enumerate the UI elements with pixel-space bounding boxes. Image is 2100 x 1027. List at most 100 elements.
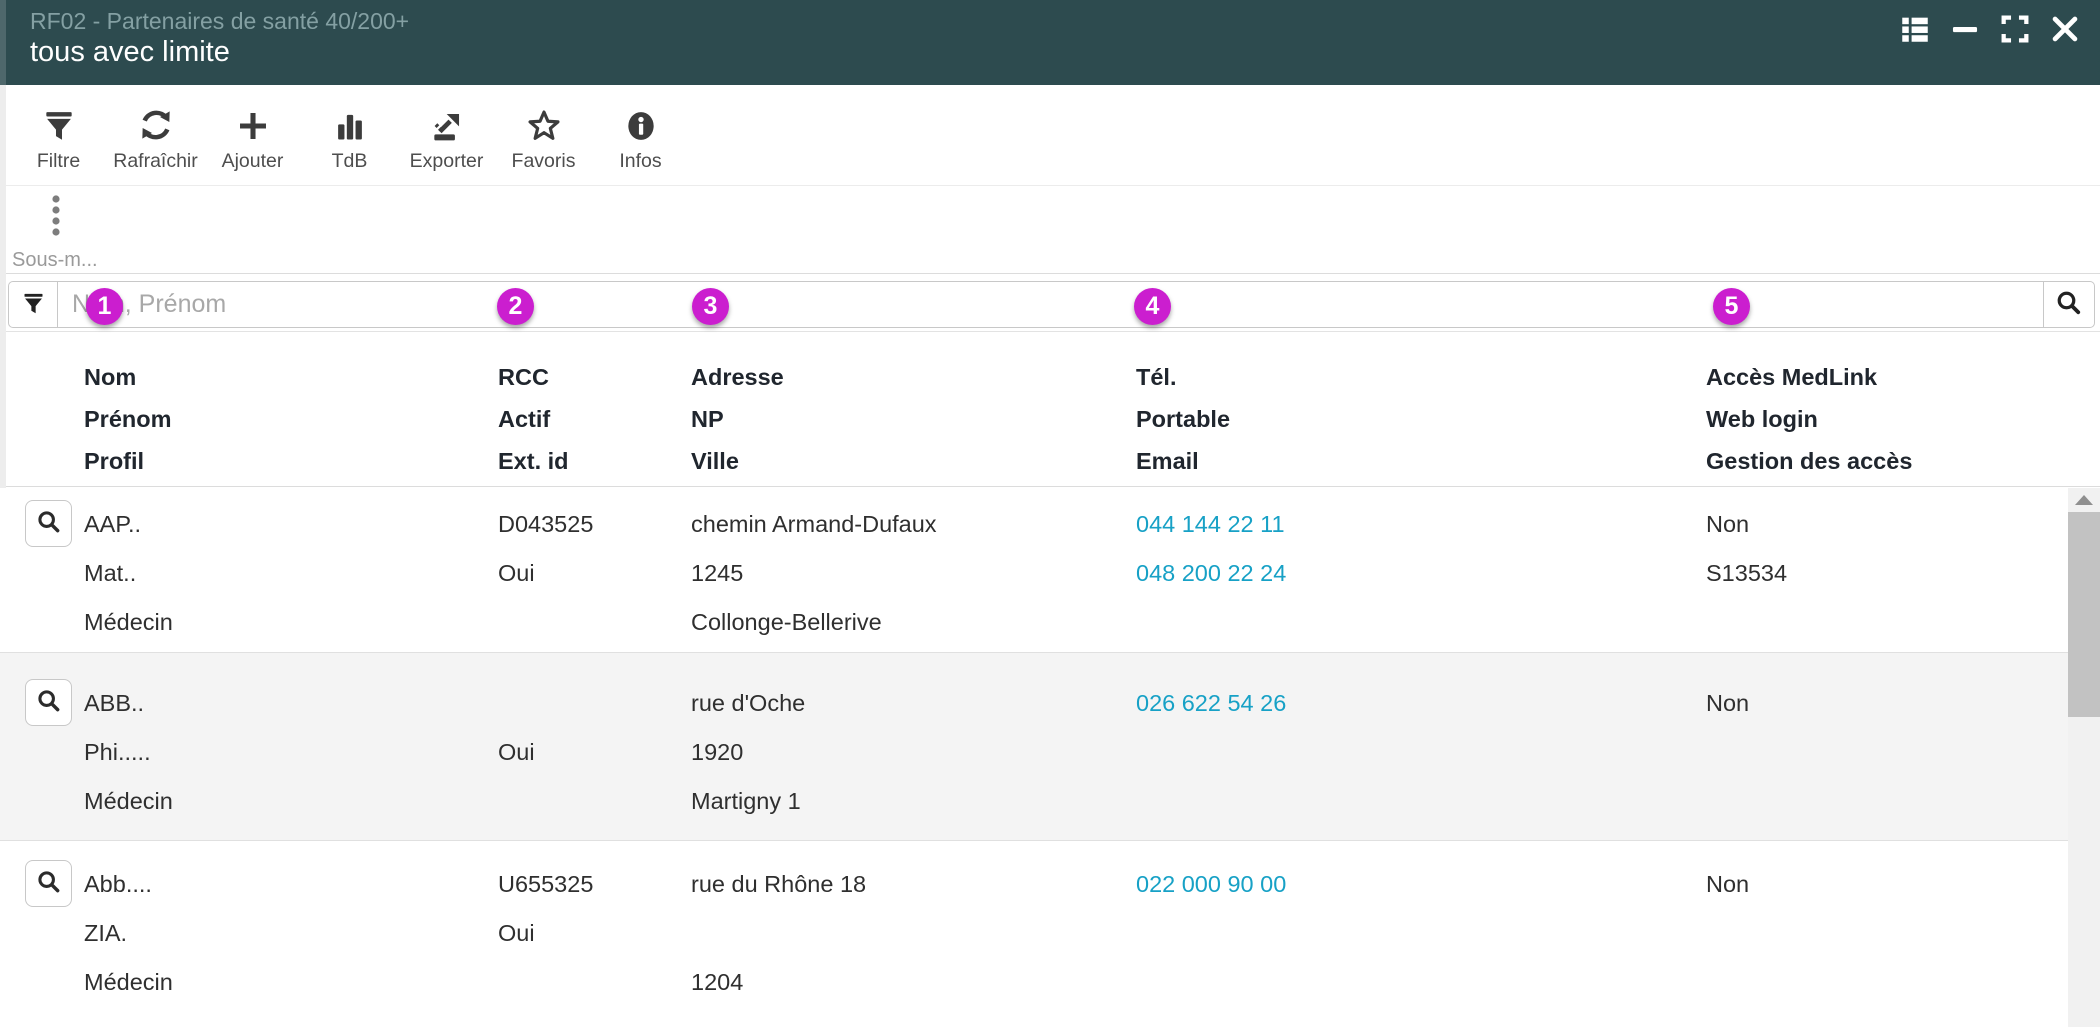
cell-line bbox=[498, 598, 691, 647]
toolbar-label: Ajouter bbox=[221, 150, 284, 172]
column-header-line: Accès MedLink bbox=[1706, 364, 1878, 390]
minimize-icon[interactable] bbox=[1948, 12, 1982, 46]
cell-line: ZIA. bbox=[84, 920, 128, 946]
cell-line: rue du Rhône 18 bbox=[691, 871, 867, 897]
scrollbar-thumb[interactable] bbox=[2068, 512, 2100, 717]
column-header-line: Profil bbox=[84, 448, 145, 474]
window-controls bbox=[1898, 12, 2082, 46]
kebab-menu-icon bbox=[48, 194, 120, 243]
filter-icon bbox=[20, 290, 47, 320]
submenu-label: Sous-m... bbox=[12, 249, 98, 271]
table-body: AAP.. Mat.. Médecin D043525 Oui chemin Armand… bbox=[0, 487, 2068, 1026]
phone-link[interactable]: 048 200 22 24 bbox=[1136, 560, 1287, 586]
cell-line bbox=[1706, 777, 2068, 826]
column-header-line: Actif bbox=[498, 406, 551, 432]
up-arrow-icon bbox=[2075, 495, 2093, 505]
cell-line: Martigny 1 bbox=[691, 788, 801, 814]
cell-line bbox=[1136, 909, 1706, 958]
column-header-line: Ville bbox=[691, 448, 739, 474]
phone-link[interactable]: 044 144 22 11 bbox=[1136, 511, 1285, 537]
cell-line bbox=[1136, 958, 1706, 1007]
cell-line: Médecin bbox=[84, 609, 173, 635]
magnifier-icon bbox=[35, 687, 63, 718]
export-icon bbox=[428, 103, 466, 145]
toolbar-label: Rafraîchir bbox=[113, 150, 198, 172]
cell-line: D043525 bbox=[498, 511, 594, 537]
toolbar-label: TdB bbox=[331, 150, 368, 172]
cell-line: 1204 bbox=[691, 969, 744, 995]
submenu-row: Sous-m... bbox=[0, 186, 2100, 274]
column-header-line: Tél. bbox=[1136, 364, 1177, 390]
toolbar-label: Exporter bbox=[409, 150, 484, 172]
search-button[interactable] bbox=[2043, 282, 2094, 327]
column-header-spacer bbox=[0, 356, 84, 486]
cell-line: 1245 bbox=[691, 560, 744, 586]
cell-line bbox=[1706, 728, 2068, 777]
filter-menu-button[interactable] bbox=[9, 282, 58, 327]
row-open-button[interactable] bbox=[25, 679, 72, 726]
filter-icon bbox=[40, 103, 78, 145]
cell-line: Mat.. bbox=[84, 560, 137, 586]
cell-line bbox=[691, 909, 1136, 958]
dashboard-button[interactable]: TdB bbox=[301, 97, 398, 173]
cell-line bbox=[1706, 958, 2068, 1007]
cell-line bbox=[1706, 598, 2068, 647]
row-open-button[interactable] bbox=[25, 500, 72, 547]
add-icon bbox=[234, 103, 272, 145]
maximize-icon[interactable] bbox=[1998, 12, 2032, 46]
table-row[interactable]: AAP.. Mat.. Médecin D043525 Oui chemin Armand… bbox=[0, 487, 2068, 653]
toolbar-label: Filtre bbox=[36, 150, 81, 172]
table-row[interactable]: Abb.... ZIA. Médecin U655325 Oui rue du Rhône… bbox=[0, 841, 2068, 1026]
cell-line bbox=[1136, 728, 1706, 777]
column-header-line: RCC bbox=[498, 364, 549, 390]
column-header[interactable]: Tél. Portable Email bbox=[1136, 356, 1706, 486]
column-header[interactable]: Adresse NP Ville bbox=[691, 356, 1136, 486]
magnifier-icon bbox=[35, 868, 63, 899]
export-button[interactable]: Exporter bbox=[398, 97, 495, 173]
phone-link[interactable]: 022 000 90 00 bbox=[1136, 871, 1287, 897]
window-subtitle: RF02 - Partenaires de santé 40/200+ bbox=[30, 8, 410, 34]
cell-line bbox=[498, 958, 691, 1007]
refresh-button[interactable]: Rafraîchir bbox=[107, 97, 204, 173]
cell-line: Oui bbox=[498, 920, 535, 946]
filter-bar bbox=[8, 281, 2095, 328]
favorites-button[interactable]: Favoris bbox=[495, 97, 592, 173]
window-left-edge bbox=[0, 85, 6, 488]
toolbar-label: Favoris bbox=[511, 150, 576, 172]
table-row[interactable]: ABB.. Phi..... Médecin Oui rue d'Oche 1920 Mar… bbox=[0, 653, 2068, 841]
column-header-line: Portable bbox=[1136, 406, 1231, 432]
cell-line: Oui bbox=[498, 560, 535, 586]
cell-line: Médecin bbox=[84, 788, 173, 814]
column-header[interactable]: Accès MedLink Web login Gestion des accès bbox=[1706, 356, 2100, 486]
cell-line: Collonge-Bellerive bbox=[691, 609, 882, 635]
cell-line: 1920 bbox=[691, 739, 744, 765]
name-filter-input[interactable] bbox=[58, 282, 2043, 327]
magnifier-icon bbox=[35, 508, 63, 539]
vertical-scrollbar[interactable] bbox=[2068, 488, 2100, 1027]
column-header[interactable]: Nom Prénom Profil bbox=[84, 356, 498, 486]
cell-line: ABB.. bbox=[84, 690, 145, 716]
window-title: tous avec limite bbox=[30, 36, 230, 68]
phone-link[interactable]: 026 622 54 26 bbox=[1136, 690, 1287, 716]
submenu-button[interactable]: Sous-m... bbox=[0, 194, 120, 272]
bar-chart-icon bbox=[331, 103, 369, 145]
info-button[interactable]: Infos bbox=[592, 97, 689, 173]
toolbar-label: Infos bbox=[619, 150, 662, 172]
cell-line: Phi..... bbox=[84, 739, 151, 765]
filter-button[interactable]: Filtre bbox=[10, 97, 107, 173]
view-list-icon[interactable] bbox=[1898, 12, 1932, 46]
toolbar: Filtre Rafraîchir Ajout bbox=[0, 85, 2100, 186]
add-button[interactable]: Ajouter bbox=[204, 97, 301, 173]
close-icon[interactable] bbox=[2048, 12, 2082, 46]
cell-line: Oui bbox=[498, 739, 535, 765]
titlebar: RF02 - Partenaires de santé 40/200+ tous… bbox=[0, 0, 2100, 85]
column-header-line: NP bbox=[691, 406, 724, 432]
row-open-button[interactable] bbox=[25, 860, 72, 907]
column-header-line: Nom bbox=[84, 364, 137, 390]
search-icon bbox=[2054, 288, 2084, 321]
column-header[interactable]: RCC Actif Ext. id bbox=[498, 356, 691, 486]
scroll-up-button[interactable] bbox=[2068, 488, 2100, 512]
info-icon bbox=[622, 103, 660, 145]
cell-line bbox=[1136, 777, 1706, 826]
column-header-line: Gestion des accès bbox=[1706, 448, 1913, 474]
